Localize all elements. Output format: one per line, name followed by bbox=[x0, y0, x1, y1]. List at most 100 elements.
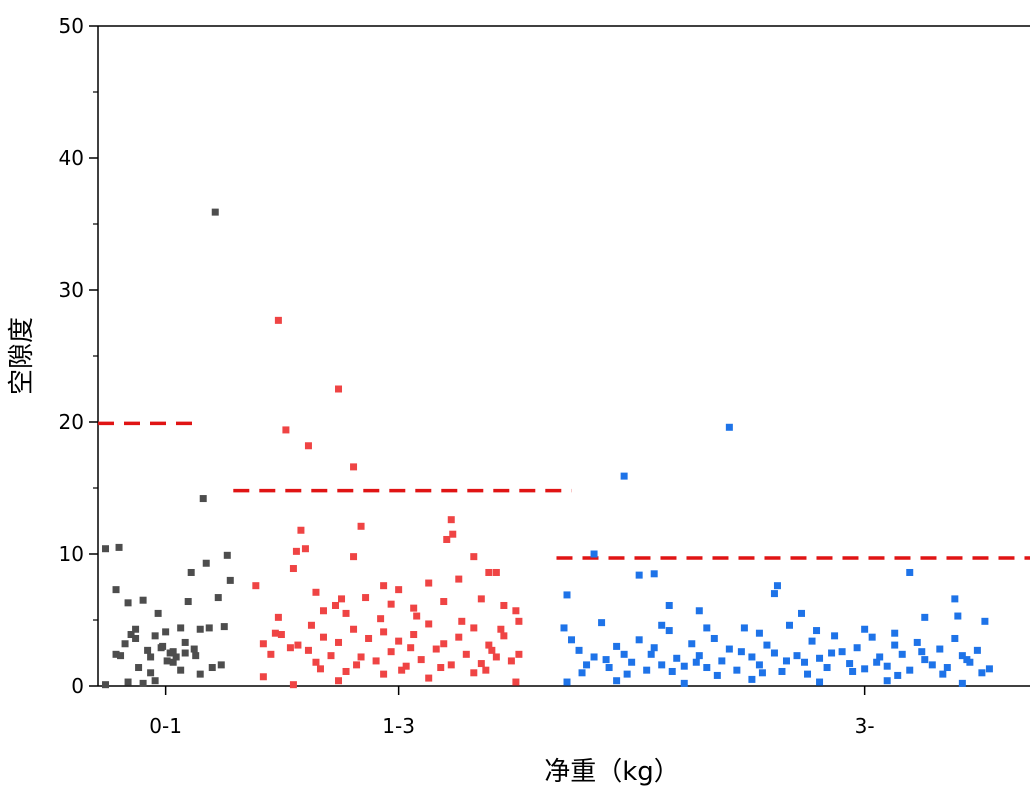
data-point-1-3 bbox=[335, 638, 343, 646]
data-point-3- bbox=[981, 617, 989, 625]
data-point-3- bbox=[798, 609, 806, 617]
data-point-1-3 bbox=[470, 669, 478, 677]
data-point-3- bbox=[813, 627, 821, 635]
data-point-3- bbox=[906, 666, 914, 674]
data-point-3- bbox=[695, 652, 703, 660]
data-point-3- bbox=[943, 664, 951, 672]
data-point-1-3 bbox=[500, 601, 508, 609]
data-point-1-3 bbox=[413, 612, 421, 620]
data-point-3- bbox=[623, 670, 631, 678]
data-point-1-3 bbox=[304, 442, 312, 450]
data-point-3- bbox=[725, 423, 733, 431]
data-point-3- bbox=[563, 678, 571, 686]
data-point-1-3 bbox=[440, 598, 448, 606]
data-point-0-1 bbox=[192, 652, 200, 660]
data-point-1-3 bbox=[485, 641, 493, 649]
data-point-1-3 bbox=[259, 673, 267, 681]
data-point-1-3 bbox=[507, 657, 515, 665]
data-point-3- bbox=[665, 601, 673, 609]
data-point-3- bbox=[906, 568, 914, 576]
data-point-0-1 bbox=[196, 625, 204, 633]
data-point-1-3 bbox=[377, 615, 385, 623]
data-point-3- bbox=[590, 653, 598, 661]
data-point-3- bbox=[680, 662, 688, 670]
data-point-3- bbox=[985, 665, 993, 673]
data-point-3- bbox=[853, 644, 861, 652]
data-point-1-3 bbox=[362, 594, 370, 602]
data-point-3- bbox=[921, 656, 929, 664]
data-point-1-3 bbox=[395, 586, 403, 594]
data-point-1-3 bbox=[335, 677, 343, 685]
data-point-3- bbox=[763, 641, 771, 649]
data-point-1-3 bbox=[425, 579, 433, 587]
data-point-3- bbox=[598, 619, 606, 627]
data-point-3- bbox=[939, 670, 947, 678]
data-point-0-1 bbox=[147, 669, 155, 677]
data-point-0-1 bbox=[190, 645, 198, 653]
data-point-1-3 bbox=[274, 613, 282, 621]
y-axis-ticks: 0 10 20 30 40 50 bbox=[59, 14, 98, 698]
data-point-1-3 bbox=[402, 662, 410, 670]
data-point-1-3 bbox=[271, 629, 279, 637]
data-point-3- bbox=[665, 627, 673, 635]
data-point-3- bbox=[695, 607, 703, 615]
data-point-0-1 bbox=[181, 638, 189, 646]
data-point-3- bbox=[680, 679, 688, 687]
data-point-0-1 bbox=[162, 628, 170, 636]
data-point-3- bbox=[883, 677, 891, 685]
data-point-3- bbox=[733, 666, 741, 674]
data-point-1-3 bbox=[417, 656, 425, 664]
data-point-1-3 bbox=[443, 535, 451, 543]
data-point-1-3 bbox=[259, 640, 267, 648]
data-point-1-3 bbox=[455, 575, 463, 583]
data-point-1-3 bbox=[372, 657, 380, 665]
data-point-3- bbox=[560, 624, 568, 632]
axes bbox=[97, 25, 1030, 687]
data-point-1-3 bbox=[515, 617, 523, 625]
data-point-1-3 bbox=[407, 644, 415, 652]
data-point-1-3 bbox=[365, 634, 373, 642]
data-point-1-3 bbox=[515, 650, 523, 658]
data-point-1-3 bbox=[470, 553, 478, 561]
data-point-1-3 bbox=[319, 607, 327, 615]
data-point-0-1 bbox=[102, 681, 110, 689]
data-point-1-3 bbox=[477, 595, 485, 603]
data-point-1-3 bbox=[350, 553, 358, 561]
data-point-3- bbox=[913, 638, 921, 646]
y-tick-label: 10 bbox=[59, 542, 84, 566]
data-point-3- bbox=[613, 642, 621, 650]
x-axis-label: 净重（kg） bbox=[544, 757, 680, 787]
data-point-1-3 bbox=[462, 650, 470, 658]
data-point-0-1 bbox=[217, 661, 225, 669]
data-point-0-1 bbox=[159, 642, 167, 650]
data-point-3- bbox=[737, 648, 745, 656]
data-point-0-1 bbox=[169, 658, 177, 666]
data-point-3- bbox=[793, 652, 801, 660]
data-point-1-3 bbox=[286, 644, 294, 652]
data-point-0-1 bbox=[121, 640, 129, 648]
data-point-1-3 bbox=[500, 632, 508, 640]
data-point-1-3 bbox=[440, 640, 448, 648]
data-point-3- bbox=[758, 669, 766, 677]
data-point-1-3 bbox=[492, 568, 500, 576]
threshold-lines bbox=[98, 421, 1030, 560]
data-point-3- bbox=[894, 671, 902, 679]
data-point-3- bbox=[755, 629, 763, 637]
data-point-0-1 bbox=[139, 596, 147, 604]
data-point-3- bbox=[861, 665, 869, 673]
data-point-3- bbox=[748, 653, 756, 661]
data-point-0-1 bbox=[220, 623, 228, 631]
data-point-0-1 bbox=[184, 598, 192, 606]
data-point-3- bbox=[849, 667, 857, 675]
data-point-3- bbox=[823, 664, 831, 672]
data-point-3- bbox=[578, 669, 586, 677]
data-point-3- bbox=[873, 658, 881, 666]
data-point-1-3 bbox=[332, 601, 340, 609]
data-point-0-1 bbox=[132, 634, 140, 642]
y-tick-label: 50 bbox=[59, 14, 84, 38]
data-point-3- bbox=[635, 636, 643, 644]
data-point-3- bbox=[770, 649, 778, 657]
data-point-0-1 bbox=[139, 679, 147, 687]
data-point-3- bbox=[838, 648, 846, 656]
